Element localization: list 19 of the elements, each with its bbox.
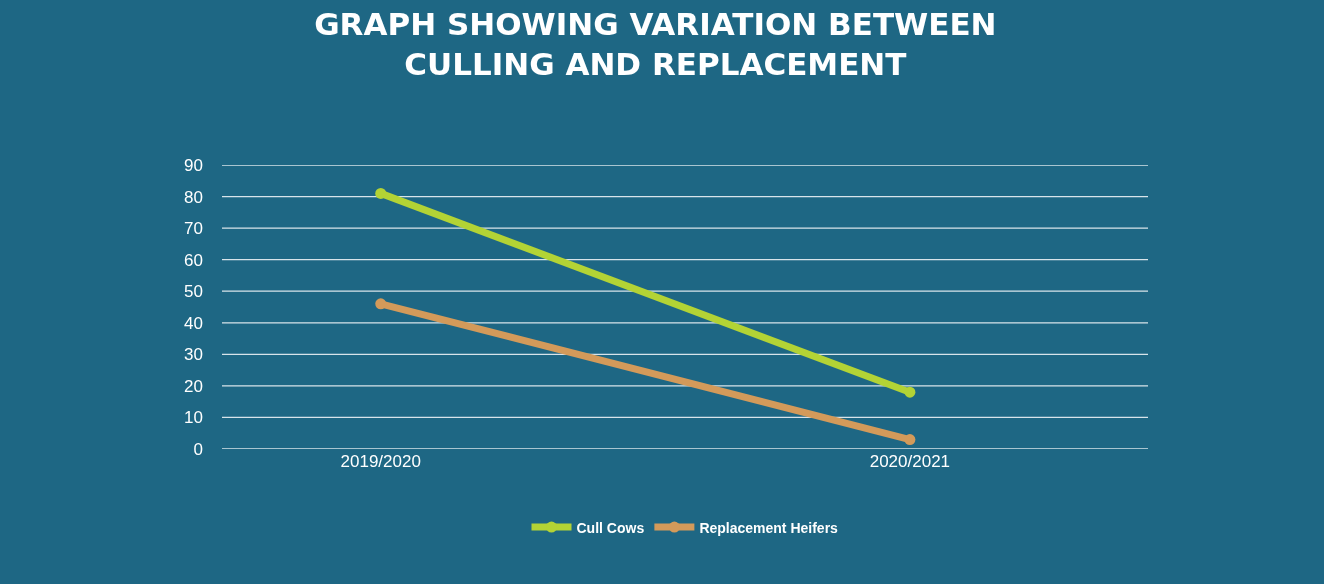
y-tick-label: 80 [184, 187, 203, 207]
y-tick-label: 40 [184, 313, 203, 333]
point [375, 187, 387, 199]
x-tick-label: 2019/2020 [340, 452, 421, 471]
y-tick-label: 70 [184, 219, 203, 239]
y-tick-label: 0 [193, 439, 203, 459]
y-tick-label: 60 [184, 250, 203, 270]
point [904, 386, 916, 398]
point [904, 434, 916, 446]
y-tick-label: 30 [184, 345, 203, 365]
x-tick-label: 2020/2021 [869, 452, 951, 471]
point [375, 298, 387, 310]
y-tick-label: 10 [184, 408, 203, 428]
y-tick-label: 90 [184, 155, 203, 175]
legend-label: Cull Cows [576, 519, 645, 536]
y-tick-label: 50 [184, 282, 203, 302]
y-tick-label: 20 [184, 376, 203, 396]
chart-title: GRAPH SHOWING VARIATION BETWEEN CULLING AND REPLACEMENT [314, 6, 997, 83]
legend-label: Replacement Heifers [699, 519, 839, 536]
